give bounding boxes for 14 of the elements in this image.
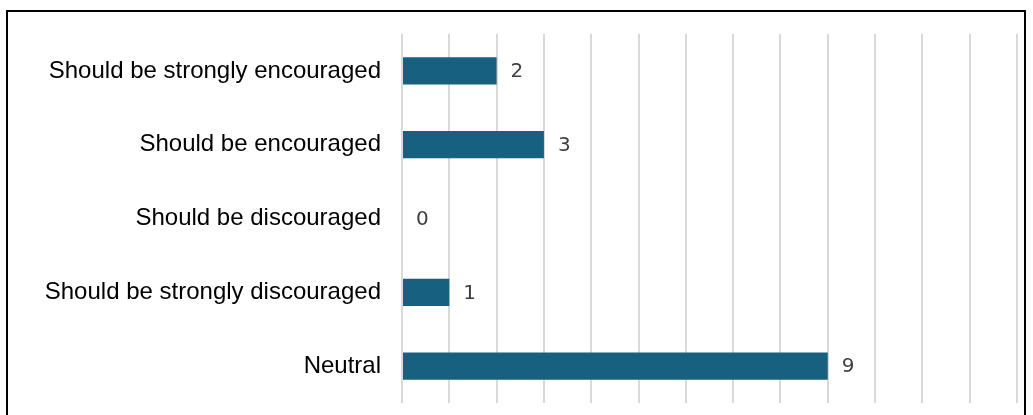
data-label: 1 [463,279,477,304]
y-tick-label: Should be strongly discouraged [44,276,381,304]
bar [403,57,497,85]
y-tick-label: Should be strongly encouraged [48,55,381,83]
y-tick-label: Should be discouraged [135,203,381,231]
data-label: 3 [557,131,571,156]
bar [403,278,450,306]
data-label: 2 [510,58,524,83]
bar [403,131,544,159]
y-tick-label: Neutral [303,350,381,378]
y-tick-label: Should be encouraged [139,129,381,157]
data-label: 9 [841,353,855,378]
data-label: 0 [416,205,429,230]
bar [403,352,828,380]
